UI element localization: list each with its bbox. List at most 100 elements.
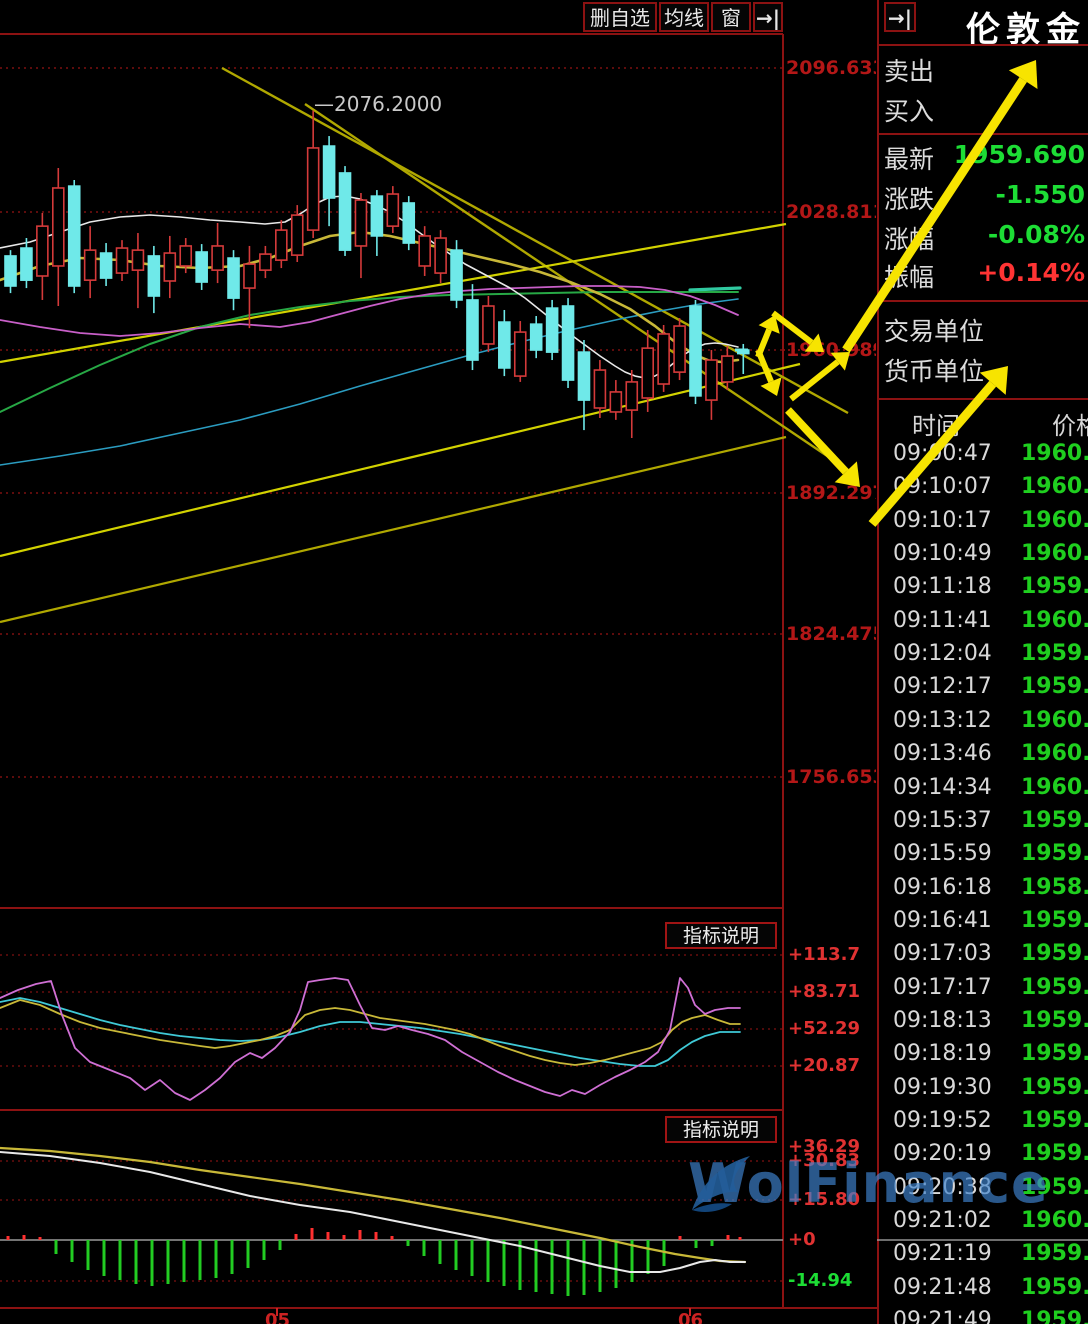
tick-row[interactable]: 09:13:12 1960. bbox=[879, 708, 1088, 741]
quote-label: 最新 bbox=[884, 145, 935, 174]
tick-price: 1959. bbox=[1021, 1241, 1088, 1267]
tick-row[interactable]: 09:21:02 1960. bbox=[879, 1208, 1088, 1241]
ma-button[interactable]: 均线 bbox=[659, 2, 709, 32]
tick-row[interactable]: 09:10:49 1960. bbox=[879, 541, 1088, 574]
tick-price: 1959. bbox=[1021, 1007, 1088, 1033]
quote-row: 货币单位 bbox=[879, 352, 1088, 388]
tick-row[interactable]: 09:21:49 1959. bbox=[879, 1308, 1088, 1324]
axis-label: 2096.633 bbox=[786, 57, 876, 79]
tick-row[interactable]: 09:14:34 1960. bbox=[879, 775, 1088, 808]
tick-time: 09:10:07 bbox=[893, 474, 992, 500]
tick-row[interactable]: 09:17:17 1959. bbox=[879, 975, 1088, 1008]
tick-time: 09:21:02 bbox=[893, 1208, 992, 1234]
quote-separator bbox=[877, 133, 1088, 135]
tick-row[interactable]: 09:19:30 1959. bbox=[879, 1075, 1088, 1108]
tick-row[interactable]: 09:16:18 1958. bbox=[879, 875, 1088, 908]
quote-value: +0.14% bbox=[977, 258, 1085, 287]
tick-row[interactable]: 09:11:41 1960. bbox=[879, 608, 1088, 641]
axis-label: +20.87 bbox=[788, 1055, 861, 1076]
tick-row[interactable]: 09:17:03 1959. bbox=[879, 941, 1088, 974]
window-button[interactable]: 窗 bbox=[711, 2, 751, 32]
tick-row[interactable]: 09:10:17 1960. bbox=[879, 508, 1088, 541]
tick-price: 1959. bbox=[1021, 1141, 1088, 1167]
tick-time: 09:15:37 bbox=[893, 807, 992, 833]
tick-time: 09:15:59 bbox=[893, 841, 992, 867]
tick-price: 1960. bbox=[1021, 1208, 1088, 1234]
tick-row[interactable]: 09:18:13 1959. bbox=[879, 1008, 1088, 1041]
tick-time: 09:18:19 bbox=[893, 1041, 992, 1067]
tick-price: 1959. bbox=[1021, 1074, 1088, 1100]
tick-time: 09:11:18 bbox=[893, 574, 992, 600]
tick-row[interactable]: 09:21:19 1959. bbox=[879, 1241, 1088, 1274]
quote-row: 振幅 +0.14% bbox=[879, 258, 1088, 294]
axis-label: +15.80 bbox=[788, 1189, 861, 1210]
quote-value: -1.550 bbox=[995, 180, 1085, 209]
quote-separator bbox=[877, 398, 1088, 400]
jump-next-icon[interactable]: →| bbox=[753, 2, 783, 32]
tick-row[interactable]: 09:20:19 1959. bbox=[879, 1141, 1088, 1174]
tick-price-header: 价格 bbox=[1052, 412, 1088, 440]
tick-price: 1960. bbox=[1021, 541, 1088, 567]
tick-row[interactable]: 09:20:38 1959. bbox=[879, 1175, 1088, 1208]
axis-label: +0 bbox=[788, 1229, 816, 1250]
tick-price: 1960. bbox=[1021, 474, 1088, 500]
tick-time: 09:19:30 bbox=[893, 1074, 992, 1100]
tick-price: 1959. bbox=[1021, 1041, 1088, 1067]
tick-time-header: 时间 bbox=[912, 412, 960, 440]
quote-label: 交易单位 bbox=[884, 317, 985, 346]
axis-label: 1824.475 bbox=[786, 623, 876, 645]
tick-row[interactable]: 09:15:59 1959. bbox=[879, 841, 1088, 874]
tick-time: 09:00:47 bbox=[893, 441, 992, 466]
axis-label: +83.71 bbox=[788, 981, 861, 1002]
tick-time: 09:18:13 bbox=[893, 1007, 992, 1033]
quote-value: 1959.690 bbox=[953, 140, 1085, 169]
axis-label: +30.83 bbox=[788, 1150, 861, 1171]
candles bbox=[4, 110, 750, 439]
tick-time: 09:13:46 bbox=[893, 741, 992, 767]
tick-row[interactable]: 09:16:41 1959. bbox=[879, 908, 1088, 941]
tick-time: 09:21:49 bbox=[893, 1308, 992, 1324]
tick-time: 09:21:19 bbox=[893, 1241, 992, 1267]
quote-separator bbox=[877, 300, 1088, 302]
quote-row: 买入 bbox=[879, 92, 1088, 128]
tick-time: 09:17:03 bbox=[893, 941, 992, 967]
tick-time: 09:20:38 bbox=[893, 1174, 992, 1200]
tick-list-separator bbox=[877, 1239, 1088, 1241]
tick-row[interactable]: 09:21:48 1959. bbox=[879, 1275, 1088, 1308]
quote-row: 最新 1959.690 bbox=[879, 140, 1088, 176]
tick-row[interactable]: 09:00:47 1960. bbox=[879, 441, 1088, 474]
tick-time: 09:14:34 bbox=[893, 774, 992, 800]
quote-label: 振幅 bbox=[884, 263, 935, 292]
tick-row[interactable]: 09:15:37 1959. bbox=[879, 808, 1088, 841]
tick-row[interactable]: 09:13:46 1960. bbox=[879, 741, 1088, 774]
tick-row[interactable]: 09:10:07 1960. bbox=[879, 474, 1088, 507]
jump-next-icon[interactable]: →| bbox=[884, 2, 916, 32]
indicator-legend-button[interactable]: 指标说明 bbox=[665, 922, 777, 949]
tick-time: 09:10:49 bbox=[893, 541, 992, 567]
axis-label: 1756.653 bbox=[786, 766, 876, 788]
tick-row[interactable]: 09:11:18 1959. bbox=[879, 574, 1088, 607]
tick-time: 09:12:04 bbox=[893, 641, 992, 667]
x-axis-label: 05 bbox=[265, 1310, 291, 1324]
tick-row[interactable]: 09:19:52 1959. bbox=[879, 1108, 1088, 1141]
symbol-title: 伦敦金 bbox=[966, 10, 1086, 50]
axis-label: 1892.297 bbox=[786, 482, 876, 504]
axis-label: -14.94 bbox=[788, 1270, 853, 1291]
axis-label: 2028.811 bbox=[786, 201, 876, 223]
tick-row[interactable]: 09:12:04 1959. bbox=[879, 641, 1088, 674]
tick-row[interactable]: 09:18:19 1959. bbox=[879, 1041, 1088, 1074]
tick-time: 09:19:52 bbox=[893, 1108, 992, 1133]
tick-price: 1959. bbox=[1021, 1174, 1088, 1200]
tick-price: 1960. bbox=[1021, 441, 1088, 466]
quote-row: 卖出 bbox=[879, 52, 1088, 88]
quote-label: 涨幅 bbox=[884, 225, 935, 254]
indicator-legend-button[interactable]: 指标说明 bbox=[665, 1116, 777, 1143]
quote-separator bbox=[877, 44, 1088, 46]
tick-price: 1959. bbox=[1021, 974, 1088, 1000]
quote-row: 涨跌 -1.550 bbox=[879, 180, 1088, 216]
remove-watchlist-button[interactable]: 删自选 bbox=[583, 2, 657, 32]
tick-price: 1959. bbox=[1021, 1274, 1088, 1300]
tick-row[interactable]: 09:12:17 1959. bbox=[879, 674, 1088, 707]
